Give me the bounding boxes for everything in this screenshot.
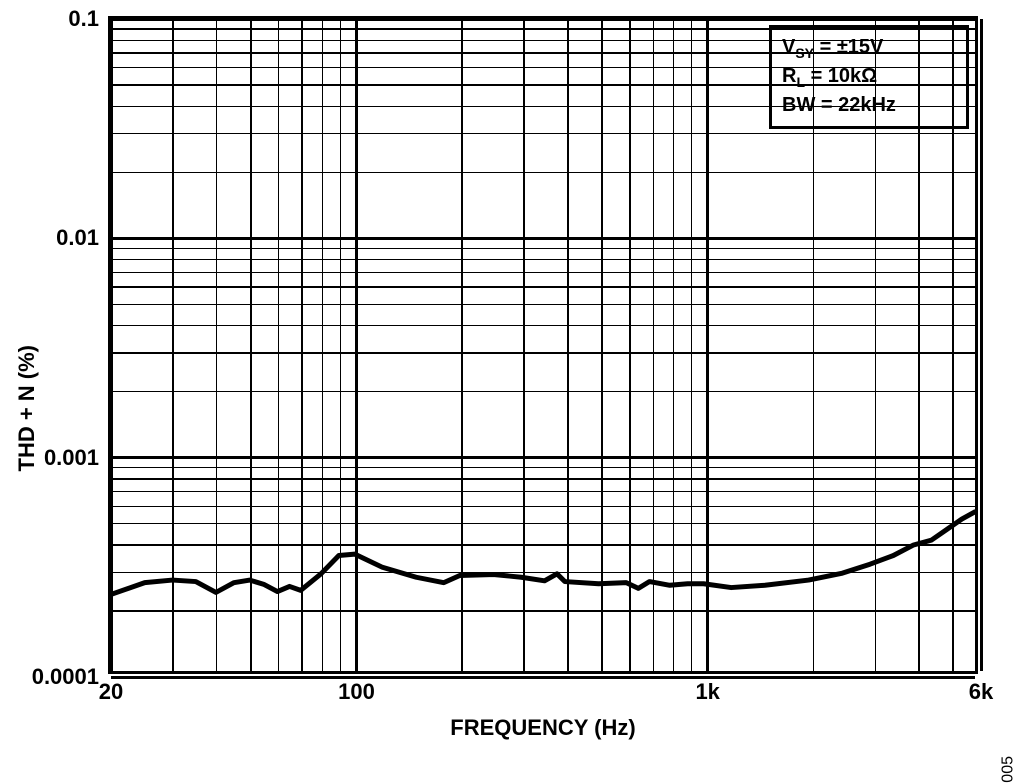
gridline-h: [111, 610, 975, 612]
gridline-h: [111, 248, 975, 250]
plot-area: VSY = ±15VRL = 10kΩBW = 22kHz FREQUENCY …: [108, 16, 978, 674]
gridline-h: [111, 286, 975, 288]
gridline-v: [250, 19, 252, 671]
gridline-h: [111, 391, 975, 393]
gridline-h: [111, 67, 975, 69]
gridline-h: [111, 237, 975, 240]
gridline-v: [918, 19, 920, 671]
gridline-v: [691, 19, 693, 671]
gridline-v: [980, 19, 983, 671]
figure-code: 005: [1000, 756, 1018, 783]
gridline-v: [875, 19, 877, 671]
gridline-h: [111, 676, 975, 679]
gridline-h: [111, 544, 975, 546]
gridline-h: [111, 52, 975, 54]
gridline-h: [111, 523, 975, 525]
gridline-v: [301, 19, 303, 671]
gridline-v: [601, 19, 603, 671]
gridline-h: [111, 478, 975, 480]
gridline-v: [567, 19, 569, 671]
gridline-v: [629, 19, 631, 671]
gridline-v: [322, 19, 324, 671]
gridline-h: [111, 506, 975, 508]
gridline-h: [111, 259, 975, 261]
gridline-v: [813, 19, 815, 671]
gridline-h: [111, 172, 975, 174]
gridline-v: [523, 19, 525, 671]
gridline-h: [111, 84, 975, 86]
gridline-v: [653, 19, 655, 671]
gridline-h: [111, 40, 975, 42]
gridline-h: [111, 106, 975, 108]
gridline-v: [461, 19, 463, 671]
gridline-h: [111, 491, 975, 493]
gridline-v: [355, 19, 358, 671]
gridline-v: [340, 19, 342, 671]
page: VSY = ±15VRL = 10kΩBW = 22kHz FREQUENCY …: [0, 0, 1024, 762]
gridline-v: [673, 19, 675, 671]
y-tick-label: 0.1: [68, 6, 99, 32]
gridline-v: [216, 19, 218, 671]
gridline-h: [111, 325, 975, 327]
x-tick-label: 100: [338, 679, 375, 705]
gridline-h: [111, 467, 975, 469]
gridline-h: [111, 18, 975, 21]
x-tick-label: 1k: [695, 679, 719, 705]
gridline-v: [172, 19, 174, 671]
y-tick-label: 0.01: [56, 225, 99, 251]
gridline-v: [952, 19, 954, 671]
data-line-svg: [111, 19, 975, 671]
gridline-h: [111, 133, 975, 135]
y-axis-label: THD + N (%): [14, 345, 40, 472]
x-tick-label: 20: [99, 679, 123, 705]
gridline-h: [111, 352, 975, 354]
gridline-h: [111, 272, 975, 274]
gridline-v: [110, 19, 113, 671]
y-tick-label: 0.001: [44, 445, 99, 471]
gridline-h: [111, 304, 975, 306]
x-tick-label: 6k: [969, 679, 993, 705]
gridline-h: [111, 28, 975, 30]
gridline-h: [111, 456, 975, 459]
gridline-h: [111, 572, 975, 574]
x-axis-label: FREQUENCY (Hz): [450, 715, 635, 741]
gridline-v: [278, 19, 280, 671]
y-tick-label: 0.0001: [32, 664, 99, 690]
gridline-v: [706, 19, 709, 671]
